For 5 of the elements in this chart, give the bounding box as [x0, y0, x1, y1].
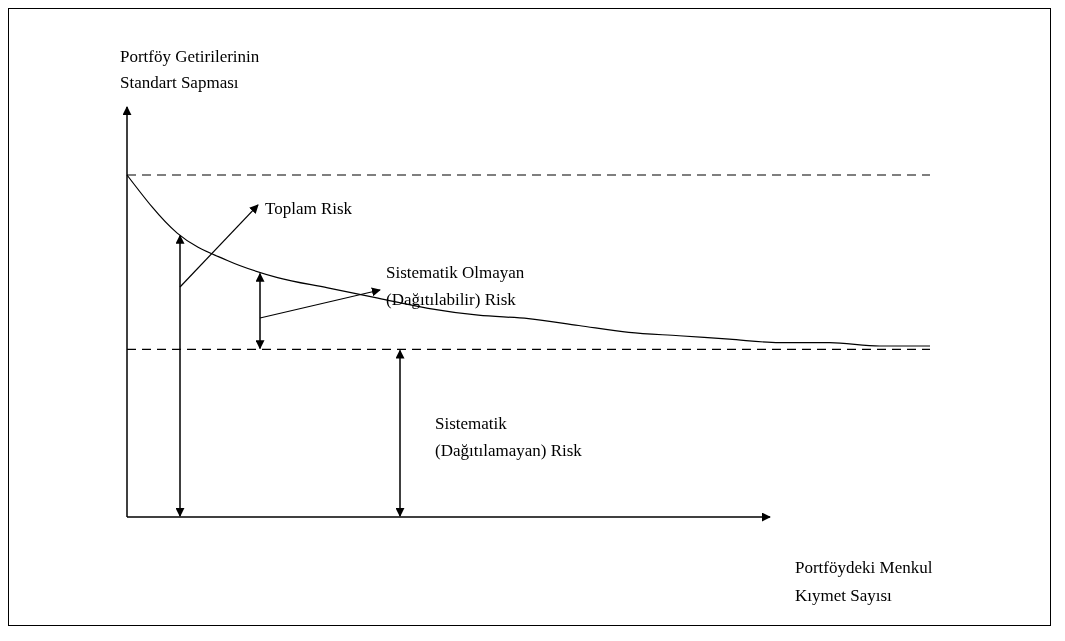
x-axis-title: Portföydeki Menkul Kıymet Sayısı [795, 558, 933, 605]
annotation: Toplam Risk [265, 199, 353, 218]
y-axis-title: Portföy Getirilerinin Standart Sapması [120, 47, 260, 92]
annotation: Sistematik Olmayan (Dağıtılabilir) Risk [386, 263, 525, 309]
annotation: Sistematik (Dağıtılamayan) Risk [435, 414, 583, 460]
